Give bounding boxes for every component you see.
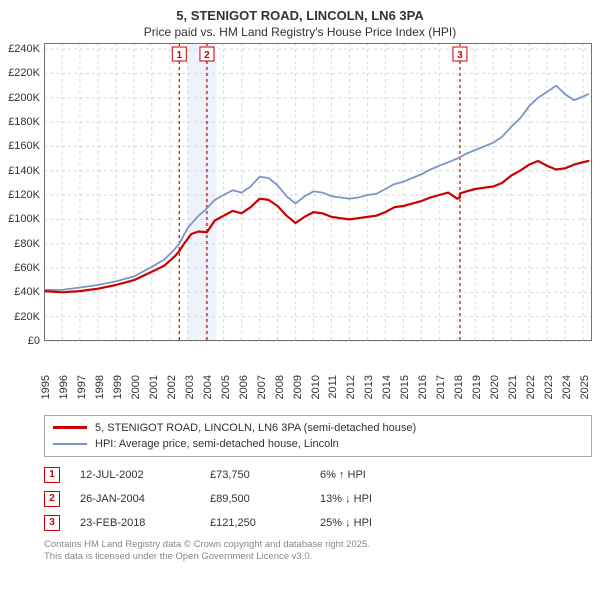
x-tick-label: 2006: [238, 375, 250, 399]
x-tick-label: 2004: [202, 375, 214, 399]
x-tick-label: 1997: [76, 375, 88, 399]
x-tick-label: 2022: [525, 375, 537, 399]
x-axis-labels: 1995199619971998199920002001200220032004…: [44, 373, 592, 409]
y-tick-label: £100K: [8, 213, 44, 225]
x-tick-label: 2010: [310, 375, 322, 399]
x-tick-label: 2025: [579, 375, 591, 399]
y-tick-label: £140K: [8, 165, 44, 177]
event-delta: 6% ↑ HPI: [320, 469, 592, 481]
event-date: 23-FEB-2018: [80, 517, 200, 529]
x-tick-label: 1998: [94, 375, 106, 399]
x-tick-label: 2003: [184, 375, 196, 399]
y-tick-label: £180K: [8, 116, 44, 128]
svg-text:1: 1: [177, 50, 183, 61]
x-tick-label: 2008: [274, 375, 286, 399]
x-tick-label: 2011: [327, 375, 339, 399]
footer-attribution: Contains HM Land Registry data © Crown c…: [44, 539, 592, 564]
footer-line: This data is licensed under the Open Gov…: [44, 551, 592, 563]
svg-text:3: 3: [457, 50, 463, 61]
event-row: 1 12-JUL-2002 £73,750 6% ↑ HPI: [44, 463, 592, 487]
x-tick-label: 2016: [417, 375, 429, 399]
x-tick-label: 2013: [363, 375, 375, 399]
x-tick-label: 2017: [435, 375, 447, 399]
x-tick-label: 1999: [112, 375, 124, 399]
event-row: 2 26-JAN-2004 £89,500 13% ↓ HPI: [44, 487, 592, 511]
x-tick-label: 2018: [453, 375, 465, 399]
footer-line: Contains HM Land Registry data © Crown c…: [44, 539, 592, 551]
legend: 5, STENIGOT ROAD, LINCOLN, LN6 3PA (semi…: [44, 415, 592, 457]
event-date: 26-JAN-2004: [80, 493, 200, 505]
event-row: 3 23-FEB-2018 £121,250 25% ↓ HPI: [44, 511, 592, 535]
y-tick-label: £60K: [14, 262, 44, 274]
event-badge: 2: [44, 491, 60, 507]
event-price: £121,250: [210, 517, 310, 529]
x-tick-label: 2002: [166, 375, 178, 399]
x-tick-label: 2007: [256, 375, 268, 399]
legend-row: 5, STENIGOT ROAD, LINCOLN, LN6 3PA (semi…: [53, 420, 583, 436]
x-tick-label: 2020: [489, 375, 501, 399]
event-date: 12-JUL-2002: [80, 469, 200, 481]
x-tick-label: 2024: [561, 375, 573, 399]
x-tick-label: 2012: [345, 375, 357, 399]
x-tick-label: 1996: [58, 375, 70, 399]
y-tick-label: £20K: [14, 311, 44, 323]
y-tick-label: £0: [28, 335, 44, 347]
y-tick-label: £240K: [8, 43, 44, 55]
event-delta: 25% ↓ HPI: [320, 517, 592, 529]
x-tick-label: 2001: [148, 375, 160, 399]
x-tick-label: 2019: [471, 375, 483, 399]
legend-swatch: [53, 443, 87, 445]
event-badge: 3: [44, 515, 60, 531]
legend-row: HPI: Average price, semi-detached house,…: [53, 436, 583, 452]
x-tick-label: 2009: [292, 375, 304, 399]
y-tick-label: £160K: [8, 140, 44, 152]
event-price: £89,500: [210, 493, 310, 505]
event-badge: 1: [44, 467, 60, 483]
x-tick-label: 2000: [130, 375, 142, 399]
chart-area: 123 £0£20K£40K£60K£80K£100K£120K£140K£16…: [44, 43, 592, 373]
x-tick-label: 2014: [381, 375, 393, 399]
x-tick-label: 2015: [399, 375, 411, 399]
events-table: 1 12-JUL-2002 £73,750 6% ↑ HPI 2 26-JAN-2004 £…: [44, 463, 592, 535]
event-delta: 13% ↓ HPI: [320, 493, 592, 505]
y-tick-label: £220K: [8, 67, 44, 79]
svg-text:2: 2: [204, 50, 210, 61]
x-tick-label: 2021: [507, 375, 519, 399]
x-tick-label: 2023: [543, 375, 555, 399]
legend-label: HPI: Average price, semi-detached house,…: [95, 438, 339, 450]
y-tick-label: £80K: [14, 238, 44, 250]
chart-subtitle: Price paid vs. HM Land Registry's House …: [0, 25, 600, 43]
legend-label: 5, STENIGOT ROAD, LINCOLN, LN6 3PA (semi…: [95, 422, 416, 434]
legend-swatch: [53, 426, 87, 429]
y-tick-label: £40K: [14, 286, 44, 298]
chart-title: 5, STENIGOT ROAD, LINCOLN, LN6 3PA: [0, 0, 600, 25]
event-price: £73,750: [210, 469, 310, 481]
y-tick-label: £120K: [8, 189, 44, 201]
y-tick-label: £200K: [8, 92, 44, 104]
x-tick-label: 1995: [40, 375, 52, 399]
x-tick-label: 2005: [220, 375, 232, 399]
line-chart-svg: 1 2 3: [44, 43, 592, 343]
